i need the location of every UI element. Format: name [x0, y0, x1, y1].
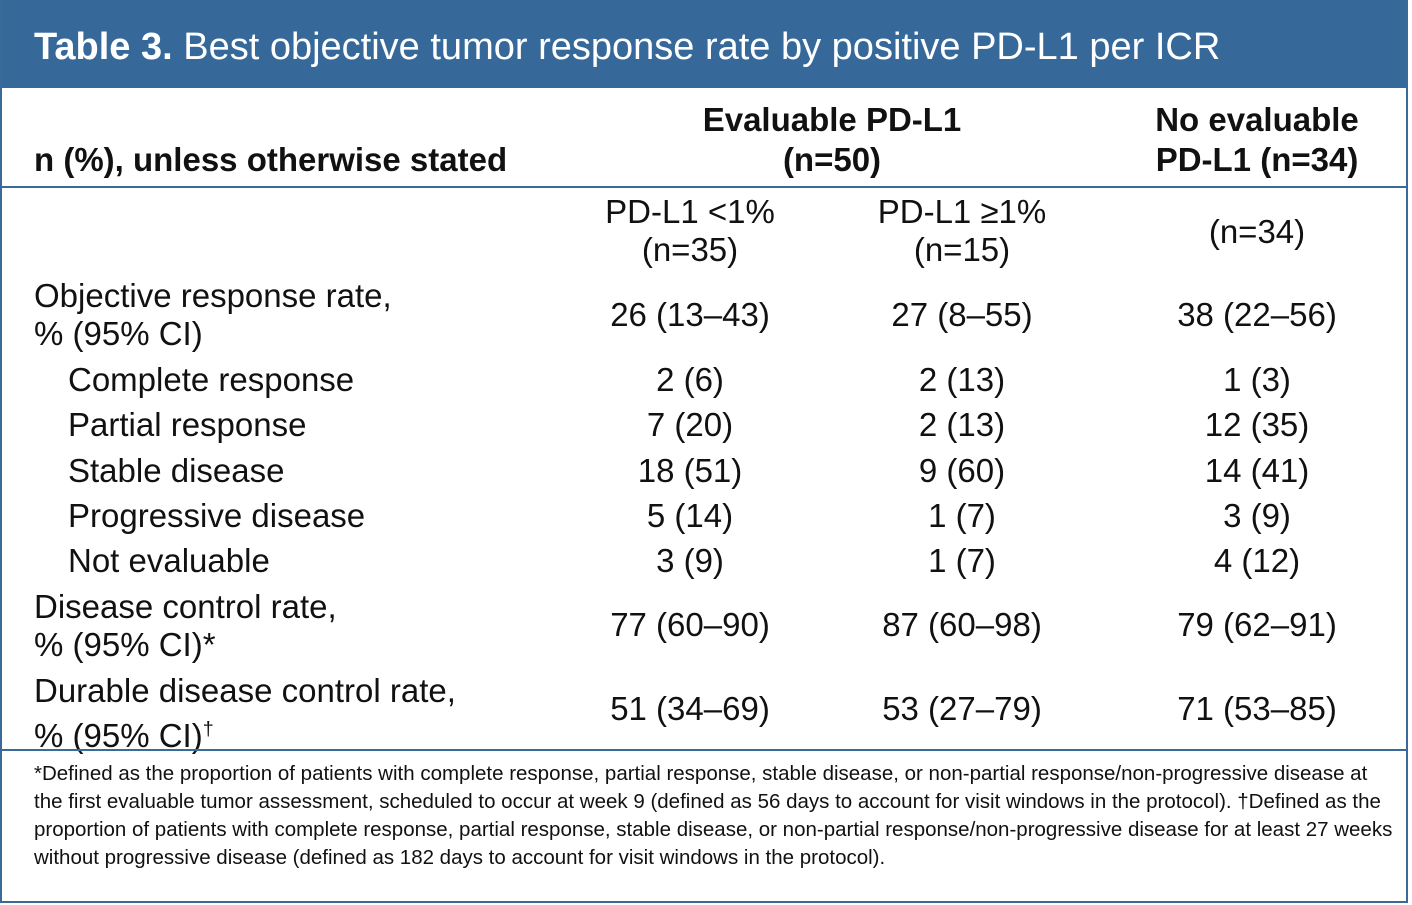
not-evaluable-col1: 3 (9): [656, 542, 724, 579]
subheader-col2: PD-L1 ≥1% (n=15): [862, 193, 1062, 269]
dcr-footnote-mark: *: [202, 626, 216, 663]
row-label-dcr: Disease control rate, % (95% CI)*: [34, 588, 337, 664]
row-label-partial-response: Partial response: [68, 406, 307, 443]
ddcr-col1: 51 (34–69): [610, 690, 770, 727]
orr-col3: 38 (22–56): [1177, 296, 1337, 333]
row-label-stable-disease: Stable disease: [68, 452, 285, 489]
progressive-disease-col2: 1 (7): [928, 497, 996, 534]
complete-response-col1: 2 (6): [656, 361, 724, 398]
row-label-ddcr-line2: % (95% CI)†: [34, 717, 214, 754]
ddcr-col2: 53 (27–79): [882, 690, 1042, 727]
dcr-col3: 79 (62–91): [1177, 606, 1337, 643]
stable-disease-col3: 14 (41): [1204, 452, 1310, 489]
subheader-col1-line2: (n=35): [641, 231, 739, 268]
header-divider: [2, 186, 1406, 188]
no-evaluable-group-header: No evaluable PD-L1 (n=34): [1102, 100, 1412, 180]
stable-disease-col1: 18 (51): [637, 452, 743, 489]
complete-response-col3: 1 (3): [1223, 361, 1291, 398]
row-label-not-evaluable: Not evaluable: [68, 542, 270, 579]
subheader-col1: PD-L1 <1% (n=35): [590, 193, 790, 269]
table-title: Table 3. Best objective tumor response r…: [34, 26, 1220, 69]
row-label-progressive-disease: Progressive disease: [68, 497, 366, 534]
footnote-divider: [2, 749, 1406, 751]
stable-disease-col2: 9 (60): [918, 452, 1006, 489]
partial-response-col3: 12 (35): [1204, 406, 1310, 443]
not-evaluable-col2: 1 (7): [928, 542, 996, 579]
subheader-col2-line1: PD-L1 ≥1%: [877, 193, 1047, 230]
table-caption: Best objective tumor response rate by po…: [172, 26, 1221, 68]
no-evaluable-group-line2: PD-L1 (n=34): [1155, 141, 1359, 178]
row-label-orr: Objective response rate, % (95% CI): [34, 277, 392, 353]
complete-response-col2: 2 (13): [918, 361, 1006, 398]
subheader-col2-line2: (n=15): [913, 231, 1011, 268]
ddcr-col3: 71 (53–85): [1177, 690, 1337, 727]
evaluable-group-line1: Evaluable PD-L1: [702, 101, 962, 138]
row-label-complete-response: Complete response: [68, 361, 355, 398]
row-label-orr-line1: Objective response rate,: [34, 277, 392, 314]
table-footnote: *Defined as the proportion of patients w…: [34, 762, 1393, 869]
bottom-border: [2, 901, 1406, 903]
orr-col2: 27 (8–55): [891, 296, 1033, 333]
row-label-ddcr-line1: Durable disease control rate,: [34, 672, 456, 709]
evaluable-group-line2: (n=50): [782, 141, 882, 178]
no-evaluable-group-line1: No evaluable: [1155, 101, 1359, 138]
row-label-orr-line2: % (95% CI): [34, 315, 203, 352]
row-label-ddcr: Durable disease control rate, % (95% CI)…: [34, 672, 456, 755]
dcr-col2: 87 (60–98): [882, 606, 1042, 643]
subheader-col1-line1: PD-L1 <1%: [605, 193, 775, 230]
orr-col1: 26 (13–43): [610, 296, 770, 333]
table-number: Table 3.: [34, 26, 173, 68]
not-evaluable-col3: 4 (12): [1213, 542, 1301, 579]
partial-response-col2: 2 (13): [918, 406, 1006, 443]
table-title-bar: Table 3. Best objective tumor response r…: [2, 0, 1406, 88]
ddcr-footnote-mark: †: [202, 718, 214, 740]
row-label-dcr-line1: Disease control rate,: [34, 588, 337, 625]
row-label-dcr-line2: % (95% CI)*: [34, 626, 216, 663]
progressive-disease-col3: 3 (9): [1223, 497, 1291, 534]
evaluable-group-header: Evaluable PD-L1 (n=50): [622, 100, 1042, 180]
row-label-header: n (%), unless otherwise stated: [34, 141, 508, 178]
subheader-col3: (n=34): [1208, 213, 1306, 250]
partial-response-col1: 7 (20): [646, 406, 734, 443]
progressive-disease-col1: 5 (14): [646, 497, 734, 534]
dcr-col1: 77 (60–90): [610, 606, 770, 643]
